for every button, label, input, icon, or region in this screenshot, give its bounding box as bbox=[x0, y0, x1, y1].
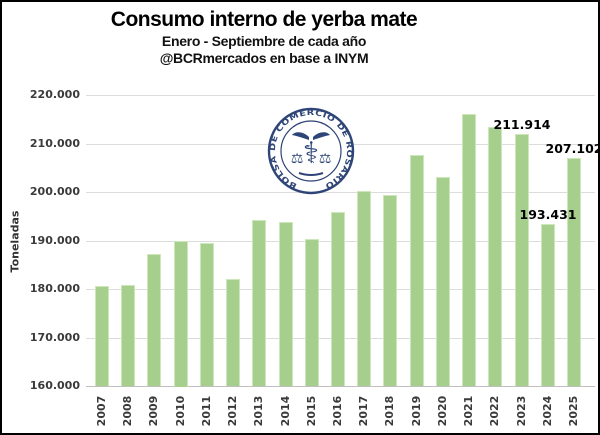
x-tick-label-2009: 2009 bbox=[147, 395, 160, 427]
chart-header: Consumo interno de yerba mate Enero - Se… bbox=[2, 7, 526, 67]
x-tick-label-2024: 2024 bbox=[541, 395, 554, 427]
logo-caduceus-icon: ⚕ bbox=[303, 136, 319, 171]
data-label-2024: 193.431 bbox=[519, 207, 577, 222]
bar-2007 bbox=[95, 286, 109, 386]
x-tick-label-2012: 2012 bbox=[226, 395, 239, 427]
bar-2010 bbox=[174, 241, 188, 387]
bar-2013 bbox=[252, 220, 266, 386]
x-tick-label-2008: 2008 bbox=[121, 395, 134, 427]
bar-2018 bbox=[383, 195, 397, 386]
bar-2009 bbox=[147, 254, 161, 386]
x-tick-label-2018: 2018 bbox=[383, 395, 396, 427]
bar-2017 bbox=[357, 191, 371, 386]
bar-2024 bbox=[541, 224, 555, 386]
bar-2015 bbox=[305, 239, 319, 386]
x-tick-label-2007: 2007 bbox=[95, 395, 108, 427]
x-tick-label-2013: 2013 bbox=[252, 395, 265, 427]
bcr-logo-watermark: BOLSA DE COMERCIO DE ROSARIO ⚕ ⚖ ⚖ bbox=[267, 107, 355, 195]
gridline-200.000 bbox=[86, 192, 595, 193]
bar-2008 bbox=[121, 285, 135, 386]
x-tick-label-2020: 2020 bbox=[436, 395, 449, 427]
y-tick-label-220.000: 220.000 bbox=[29, 88, 80, 101]
y-tick-label-170.000: 170.000 bbox=[29, 331, 80, 344]
x-tick-label-2016: 2016 bbox=[331, 395, 344, 427]
bar-2014 bbox=[279, 222, 293, 386]
y-tick-label-200.000: 200.000 bbox=[29, 185, 80, 198]
x-tick-label-2011: 2011 bbox=[200, 395, 213, 427]
x-tick-label-2014: 2014 bbox=[279, 395, 292, 427]
data-label-2023: 211.914 bbox=[493, 117, 551, 132]
chart-subtitle-source: @BCRmercados en base a INYM bbox=[159, 50, 369, 66]
logo-banner bbox=[298, 172, 324, 176]
x-tick-label-2025: 2025 bbox=[567, 395, 580, 427]
bar-2012 bbox=[226, 279, 240, 386]
bar-2020 bbox=[436, 177, 450, 386]
logo-left-scales-icon: ⚖ bbox=[291, 151, 304, 167]
y-tick-label-210.000: 210.000 bbox=[29, 137, 80, 150]
chart-title: Consumo interno de yerba mate bbox=[110, 8, 418, 31]
gridline-220.000 bbox=[86, 95, 595, 96]
x-tick-label-2019: 2019 bbox=[410, 395, 423, 427]
x-tick-label-2017: 2017 bbox=[357, 395, 370, 427]
y-tick-label-190.000: 190.000 bbox=[29, 234, 80, 247]
logo-inner-ring bbox=[280, 120, 342, 182]
bar-2021 bbox=[462, 114, 476, 386]
bar-2016 bbox=[331, 212, 345, 386]
logo-right-wing bbox=[313, 132, 330, 140]
bar-2011 bbox=[200, 243, 214, 386]
data-label-2025: 207.102 bbox=[545, 141, 600, 156]
bar-2025 bbox=[567, 158, 581, 386]
chart-subtitle-period: Enero - Septiembre de cada año bbox=[161, 33, 367, 49]
x-tick-label-2021: 2021 bbox=[462, 395, 475, 427]
bar-2023 bbox=[515, 134, 529, 386]
x-tick-label-2015: 2015 bbox=[305, 395, 318, 427]
bar-2019 bbox=[410, 155, 424, 386]
y-tick-label-180.000: 180.000 bbox=[29, 282, 80, 295]
x-tick-label-2010: 2010 bbox=[174, 395, 187, 427]
x-tick-label-2022: 2022 bbox=[488, 395, 501, 427]
logo-left-wing bbox=[292, 132, 309, 140]
x-tick-label-2023: 2023 bbox=[515, 395, 528, 427]
y-tick-label-160.000: 160.000 bbox=[29, 379, 80, 392]
logo-right-scales-icon: ⚖ bbox=[319, 151, 332, 167]
x-axis-line bbox=[86, 386, 595, 387]
bar-2022 bbox=[488, 127, 502, 386]
